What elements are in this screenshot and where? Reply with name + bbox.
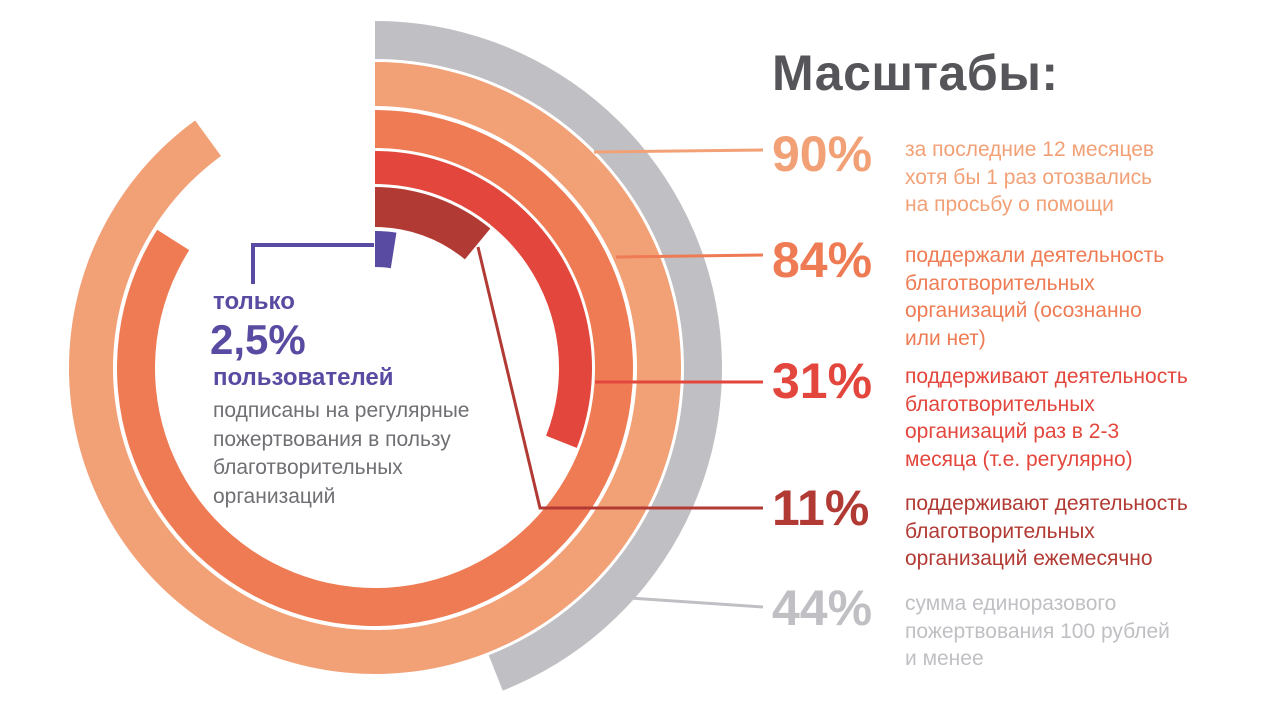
- callout-line-subscribed: [251, 243, 374, 284]
- legend-item-small-donation: 44% сумма единоразового пожертвования 10…: [772, 583, 1255, 673]
- callout-line-small-donation: [629, 596, 764, 609]
- center-callout-value: 2,5%: [210, 316, 306, 363]
- legend-item-responded: 90% за последние 12 месяцев хотя бы 1 ра…: [772, 129, 1255, 219]
- percent-value: 90%: [772, 126, 873, 182]
- callout-line-supported: [615, 253, 764, 259]
- center-callout-prefix: только: [213, 288, 295, 315]
- legend-item-supported: 84% поддержали деятельность благотворите…: [772, 235, 1255, 352]
- page-title: Масштабы:: [772, 45, 1059, 101]
- percent-value: 31%: [772, 353, 873, 409]
- arc-subscribed: [375, 231, 397, 269]
- percent-description: за последние 12 месяцев хотя бы 1 раз от…: [905, 138, 1155, 216]
- legend-item-monthly: 11% поддерживают деятельность благотвори…: [772, 483, 1255, 573]
- percent-description: поддержали деятельность благотворительны…: [905, 244, 1165, 350]
- callout-line-responded: [593, 148, 764, 154]
- chart-arcs: [68, 21, 722, 691]
- percent-description: поддерживают деятельность благотворитель…: [905, 492, 1188, 570]
- arc-small-donation: [375, 21, 722, 691]
- percent-description: поддерживают деятельность благотворитель…: [905, 365, 1188, 471]
- arc-monthly: [375, 187, 491, 260]
- callout-line-monthly: [476, 246, 763, 510]
- percent-value: 84%: [772, 232, 873, 288]
- percent-value: 11%: [772, 480, 870, 536]
- arc-regular-2-3-months: [375, 151, 592, 448]
- legend-item-regular-2-3-months: 31% поддерживают деятельность благотвори…: [772, 356, 1255, 473]
- center-callout-suffix: пользователей: [213, 364, 394, 391]
- percent-value: 44%: [772, 580, 873, 636]
- callout-lines: [251, 148, 764, 609]
- center-callout-description: подписаны на регулярные пожертвования в …: [213, 399, 470, 508]
- percent-description: сумма единоразового пожертвования 100 ру…: [905, 592, 1170, 670]
